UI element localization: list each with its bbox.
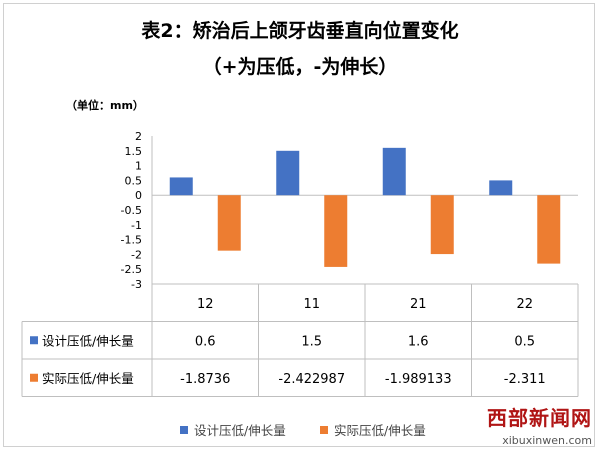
bar-actual-12: [217, 195, 241, 251]
legend-key-actual: [320, 426, 328, 434]
chart-subtitle: （+为压低，-为伸长）: [202, 56, 398, 78]
bar-actual-22: [537, 195, 561, 264]
y-tick-label: -1.5: [121, 234, 142, 247]
y-tick-label: -2.5: [121, 263, 142, 276]
table-series-label: 实际压低/伸长量: [42, 371, 134, 386]
data-value-label: -2.422987: [278, 372, 345, 387]
y-tick-label: 0.5: [125, 174, 143, 187]
bar-design-21: [382, 147, 406, 196]
table-legend-key: [30, 336, 38, 345]
bar-design-12: [169, 177, 193, 196]
category-label-21: 21: [410, 297, 427, 312]
bar-actual-21: [430, 195, 454, 255]
category-label-11: 11: [303, 297, 320, 312]
y-tick-label: -2: [131, 248, 142, 261]
legend-key-design: [180, 426, 188, 434]
data-value-label: -2.311: [504, 372, 546, 387]
bar-actual-11: [324, 195, 348, 267]
watermark-url: xibuxinwen.com: [502, 434, 592, 447]
legend-label-actual: 实际压低/伸长量: [334, 423, 426, 438]
data-value-label: -1.989133: [385, 372, 452, 387]
bar-design-11: [276, 150, 300, 196]
y-tick-label: 0: [135, 189, 142, 202]
unit-label: （单位：mm）: [66, 99, 144, 112]
chart-title: 表2：矫治后上颌牙齿垂直向位置变化: [141, 20, 459, 42]
y-tick-label: -1: [131, 219, 142, 232]
y-tick-label: 1: [135, 160, 142, 173]
data-value-label: -1.8736: [180, 372, 230, 387]
data-value-label: 0.5: [514, 334, 535, 349]
legend-label-design: 设计压低/伸长量: [194, 423, 286, 438]
category-label-12: 12: [197, 297, 214, 312]
y-tick-label: 1.5: [125, 145, 143, 158]
chart-frame: [3, 3, 595, 447]
category-label-22: 22: [516, 297, 533, 312]
data-value-label: 0.6: [195, 334, 216, 349]
y-tick-label: -3: [131, 278, 142, 291]
watermark-logo: 西部新闻网: [487, 406, 592, 430]
table-series-label: 设计压低/伸长量: [42, 333, 134, 348]
y-tick-label: 2: [135, 130, 142, 143]
data-value-label: 1.5: [301, 334, 322, 349]
bar-design-22: [489, 180, 513, 196]
table-legend-key: [30, 373, 38, 382]
data-value-label: 1.6: [408, 334, 429, 349]
y-tick-label: -0.5: [121, 204, 142, 217]
